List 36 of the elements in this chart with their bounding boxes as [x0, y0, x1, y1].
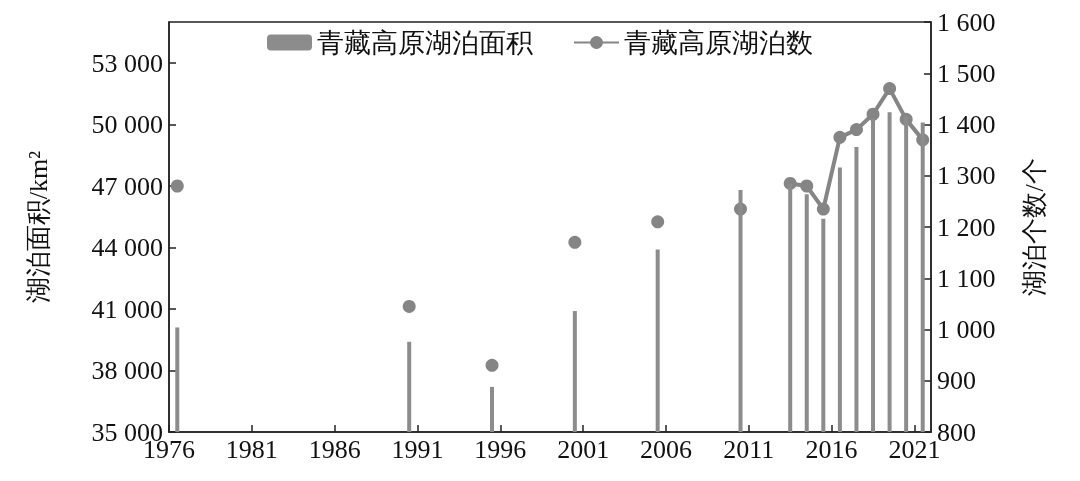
x-tick-label: 1991 — [391, 434, 444, 464]
point — [849, 123, 863, 137]
y2-tick-label: 1 400 — [937, 110, 996, 139]
y2-axis-title: 湖泊个数/个 — [1019, 158, 1049, 296]
y-tick-label: 53 000 — [91, 48, 163, 78]
y-axis-title: 湖泊面积/km² — [23, 150, 53, 304]
y-tick-label: 44 000 — [91, 233, 163, 262]
x-tick-label: 1986 — [308, 434, 361, 464]
y2-tick-label: 900 — [937, 366, 976, 396]
y-tick-label: 47 000 — [91, 171, 163, 201]
point — [651, 215, 665, 229]
y-tick-label: 50 000 — [91, 110, 163, 139]
x-tick-label: 2011 — [723, 434, 775, 464]
x-tick-label: 1996 — [474, 434, 527, 464]
point — [485, 358, 499, 372]
point — [800, 179, 814, 193]
x-tick-label: 2016 — [805, 434, 858, 464]
y2-tick-label: 1 500 — [937, 58, 996, 88]
y2-tick-label: 1 100 — [937, 263, 996, 293]
point — [833, 130, 847, 144]
x-tick-label: 1981 — [225, 434, 278, 464]
y-tick-label: 38 000 — [91, 356, 163, 385]
point — [883, 82, 897, 96]
point — [816, 202, 830, 216]
y2-tick-label: 1 000 — [937, 315, 996, 344]
y-tick-label: 41 000 — [91, 294, 163, 324]
legend-label: 青藏高原湖泊数 — [624, 27, 813, 58]
point — [402, 299, 416, 313]
y2-tick-label: 1 300 — [937, 161, 996, 191]
x-tick-label: 2006 — [639, 434, 692, 464]
legend-label: 青藏高原湖泊面积 — [317, 27, 533, 58]
x-tick-label: 2001 — [557, 434, 610, 464]
point — [170, 179, 184, 193]
y2-tick-label: 1 600 — [937, 7, 996, 37]
point — [568, 235, 582, 249]
y2-tick-label: 1 200 — [937, 212, 996, 242]
